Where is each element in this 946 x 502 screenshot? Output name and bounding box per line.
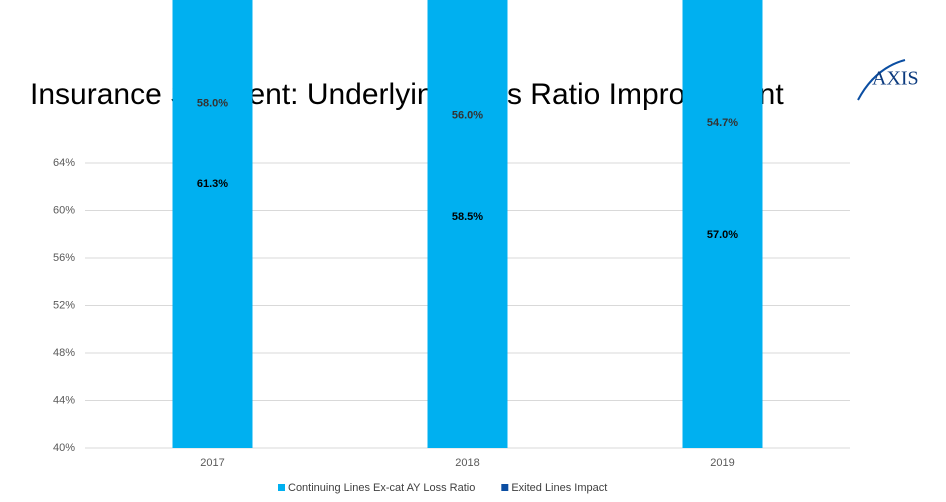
y-tick-label: 40%	[53, 442, 75, 454]
bar-segment	[427, 0, 508, 448]
x-tick-label: 2017	[200, 457, 224, 469]
y-tick-label: 52%	[53, 299, 75, 311]
bar-segment	[172, 0, 253, 448]
slide-title: Insurance Segment: Underlying Loss Ratio…	[30, 78, 784, 111]
y-tick-label: 48%	[53, 347, 75, 359]
data-label: 56.0%	[452, 109, 483, 121]
total-label: 61.3%	[197, 178, 228, 190]
legend-label: Exited Lines Impact	[511, 482, 607, 494]
logo-swoosh	[857, 59, 906, 101]
y-tick-label: 56%	[53, 252, 75, 264]
total-label: 57.0%	[707, 229, 738, 241]
bar-segment	[682, 0, 763, 448]
logo: AXIS	[872, 68, 919, 90]
data-label: 58.0%	[197, 98, 228, 110]
y-tick-label: 60%	[53, 204, 75, 216]
data-label: 54.7%	[707, 117, 738, 129]
y-tick-label: 64%	[53, 157, 75, 169]
legend-label: Continuing Lines Ex-cat AY Loss Ratio	[288, 482, 475, 494]
x-tick-label: 2018	[455, 457, 479, 469]
total-label: 58.5%	[452, 211, 483, 223]
legend-swatch	[501, 484, 509, 491]
x-tick-label: 2019	[710, 457, 734, 469]
y-tick-label: 44%	[53, 394, 75, 406]
legend-swatch	[278, 484, 285, 491]
